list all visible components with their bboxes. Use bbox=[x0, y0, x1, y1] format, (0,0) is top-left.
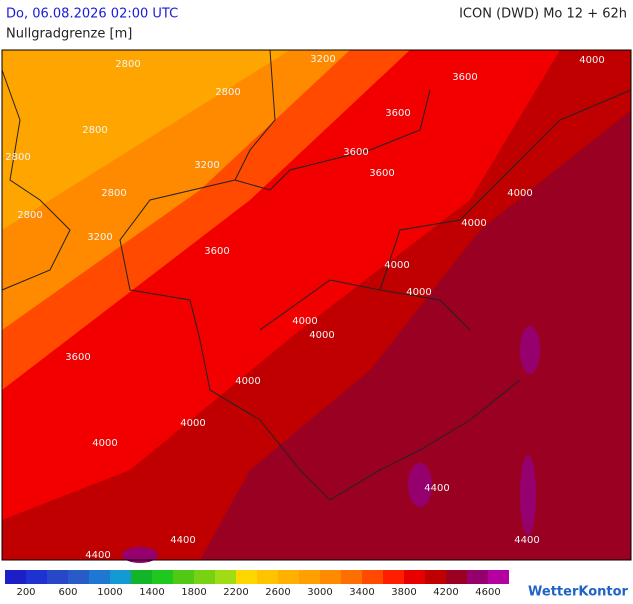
patch bbox=[520, 326, 540, 374]
contour-label: 3600 bbox=[452, 72, 477, 83]
legend-label: 2600 bbox=[265, 587, 290, 598]
contour-label: 3200 bbox=[310, 54, 335, 65]
legend-label: 1400 bbox=[139, 587, 164, 598]
legend-swatch bbox=[110, 570, 131, 584]
legend-label: 3800 bbox=[391, 587, 416, 598]
logo: WetterKontor bbox=[528, 585, 629, 600]
patch bbox=[122, 547, 158, 563]
contour-label: 4000 bbox=[180, 418, 205, 429]
contour-label: 3600 bbox=[343, 147, 368, 158]
contour-label: 4000 bbox=[235, 376, 260, 387]
contour-label: 4400 bbox=[514, 535, 539, 546]
legend-swatch bbox=[236, 570, 257, 584]
legend-swatch bbox=[404, 570, 425, 584]
contour-label: 4000 bbox=[579, 55, 604, 66]
legend-swatch bbox=[47, 570, 68, 584]
legend-swatch bbox=[341, 570, 362, 584]
legend-label: 4600 bbox=[475, 587, 500, 598]
contour-label: 4000 bbox=[406, 287, 431, 298]
model-run: ICON (DWD) Mo 12 + 62h bbox=[459, 7, 627, 22]
contour-label: 4000 bbox=[292, 316, 317, 327]
contour-label: 4400 bbox=[424, 483, 449, 494]
contour-label: 2800 bbox=[115, 59, 140, 70]
patch bbox=[408, 463, 432, 507]
contour-label: 4000 bbox=[461, 218, 486, 229]
band bbox=[2, 50, 290, 230]
contour-label: 2800 bbox=[215, 87, 240, 98]
legend-label: 600 bbox=[58, 587, 77, 598]
patch bbox=[520, 455, 536, 535]
legend-swatch bbox=[215, 570, 236, 584]
legend-label: 3000 bbox=[307, 587, 332, 598]
parameter: Nullgradgrenze [m] bbox=[6, 27, 132, 42]
datetime: Do, 06.08.2026 02:00 UTC bbox=[6, 7, 178, 22]
contour-labels: 2800 2800 2800 2800 2800 2800 3200 3200 3200 3600… bbox=[5, 54, 604, 561]
legend-label: 1800 bbox=[181, 587, 206, 598]
legend-label: 3400 bbox=[349, 587, 374, 598]
contour-label: 4400 bbox=[170, 535, 195, 546]
legend-swatch bbox=[320, 570, 341, 584]
map-frame bbox=[1, 49, 632, 561]
legend-swatch bbox=[257, 570, 278, 584]
borders bbox=[1, 49, 632, 501]
contour-label: 4400 bbox=[85, 550, 110, 561]
contour-label: 3200 bbox=[194, 160, 219, 171]
legend-label: 1000 bbox=[97, 587, 122, 598]
legend-label: 200 bbox=[16, 587, 35, 598]
contour-label: 3600 bbox=[385, 108, 410, 119]
legend-swatch bbox=[152, 570, 173, 584]
contour-label: 4000 bbox=[309, 330, 334, 341]
legend-swatch bbox=[467, 570, 488, 584]
contour-label: 2800 bbox=[82, 125, 107, 136]
legend: 200 600 1000 1400 1800 2200 2600 3000 3400 3800 42… bbox=[5, 570, 509, 598]
legend-swatch bbox=[425, 570, 446, 584]
contour-label: 2800 bbox=[5, 152, 30, 163]
contour-label: 3600 bbox=[204, 246, 229, 257]
legend-swatch bbox=[383, 570, 404, 584]
legend-label: 4200 bbox=[433, 587, 458, 598]
contour-label: 3600 bbox=[369, 168, 394, 179]
legend-swatch bbox=[131, 570, 152, 584]
legend-swatch bbox=[488, 570, 509, 584]
legend-swatch bbox=[5, 570, 26, 584]
legend-swatch bbox=[173, 570, 194, 584]
contour-label: 4000 bbox=[384, 260, 409, 271]
legend-swatch bbox=[278, 570, 299, 584]
contour-label: 3200 bbox=[87, 232, 112, 243]
legend-swatch bbox=[446, 570, 467, 584]
contour-label: 2800 bbox=[17, 210, 42, 221]
legend-swatch bbox=[299, 570, 320, 584]
contour-label: 4000 bbox=[507, 188, 532, 199]
map bbox=[1, 49, 632, 563]
contour-label: 3600 bbox=[65, 352, 90, 363]
legend-swatch bbox=[362, 570, 383, 584]
legend-swatch bbox=[89, 570, 110, 584]
legend-swatch bbox=[194, 570, 215, 584]
contour-label: 4000 bbox=[92, 438, 117, 449]
contour-label: 2800 bbox=[101, 188, 126, 199]
legend-label: 2200 bbox=[223, 587, 248, 598]
legend-swatch bbox=[26, 570, 47, 584]
legend-swatch bbox=[68, 570, 89, 584]
